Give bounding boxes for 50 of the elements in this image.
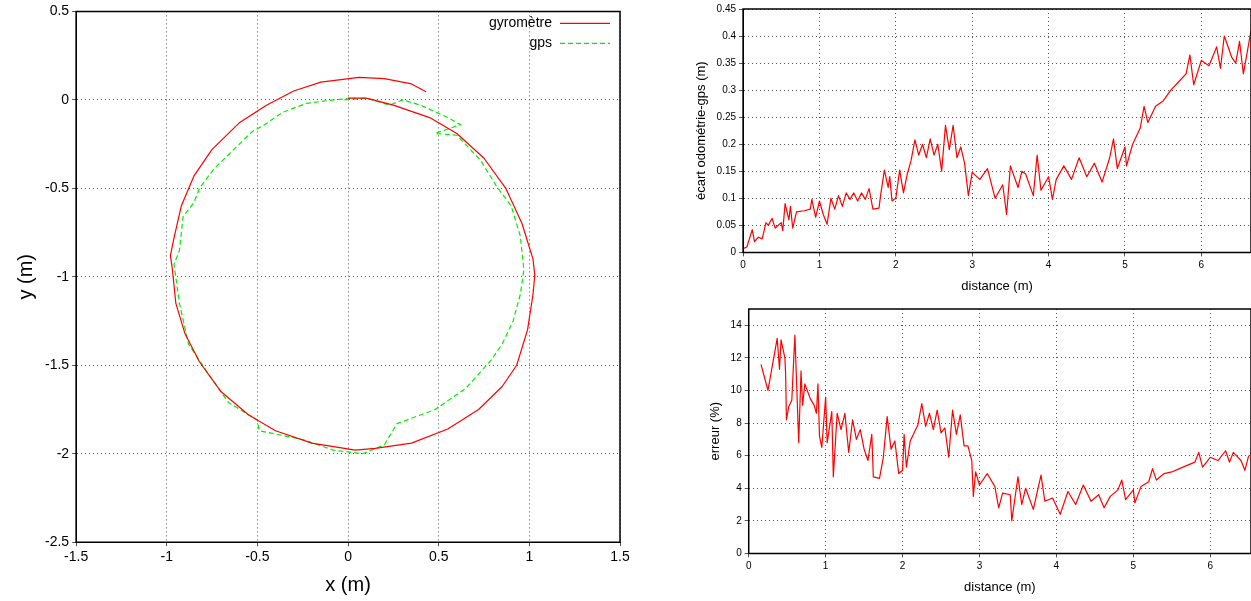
y-tick-label: 2: [736, 514, 743, 526]
y-axis-title: y (m): [13, 254, 36, 300]
x-tick-label: 5: [1122, 259, 1129, 271]
x-tick-label: 1.5: [610, 548, 630, 565]
x-axis-title: distance (m): [964, 578, 1036, 594]
y-tick-label: 8: [736, 416, 743, 428]
y-tick-label: 0.2: [722, 137, 737, 149]
y-tick-label: 0.4: [722, 29, 737, 41]
y-tick-label: 14: [730, 319, 743, 331]
x-tick-label: 0.5: [428, 548, 449, 565]
y-tick-label: 0: [61, 90, 70, 107]
y-axis-title: écart odométrie-gps (m): [693, 61, 709, 201]
y-tick-label: 0.3: [722, 83, 737, 95]
y-tick-label: -0.5: [45, 179, 70, 196]
y-tick-label: 0.45: [716, 2, 737, 14]
y-tick-label: -2: [56, 444, 70, 461]
x-tick-label: -1: [160, 548, 174, 565]
x-tick-label: 1: [525, 548, 534, 565]
x-tick-label: 1: [822, 560, 829, 572]
x-tick-label: 4: [1053, 560, 1060, 572]
y-tick-label: 0.5: [49, 2, 70, 19]
x-axis-title: x (m): [325, 572, 371, 595]
x-tick-label: 2: [899, 560, 906, 572]
y-tick-label: 0.1: [722, 192, 737, 204]
x-tick-label: 0: [745, 560, 752, 572]
x-tick-label: 0: [344, 548, 353, 565]
legend-label: gyromètre: [488, 14, 553, 31]
x-tick-label: 1: [816, 259, 823, 271]
x-tick-label: 4: [1045, 259, 1052, 271]
y-tick-label: 0: [730, 246, 737, 258]
y-tick-label: 0.35: [716, 56, 737, 68]
y-tick-label: 0.05: [716, 219, 737, 231]
x-tick-label: -0.5: [245, 548, 270, 565]
x-tick-label: 2: [893, 259, 900, 271]
y-tick-label: -1.5: [45, 356, 70, 373]
y-axis-title: erreur (%): [707, 401, 723, 461]
y-tick-label: 6: [736, 449, 743, 461]
y-tick-label: 0.25: [716, 110, 737, 122]
x-tick-label: 6: [1198, 259, 1205, 271]
y-tick-label: 12: [730, 351, 743, 363]
y-tick-label: 4: [736, 481, 743, 493]
y-tick-label: 10: [730, 384, 743, 396]
x-tick-label: 3: [976, 560, 983, 572]
x-tick-label: 6: [1207, 560, 1214, 572]
y-tick-label: -2.5: [45, 533, 70, 550]
x-tick-label: 3: [969, 259, 976, 271]
legend-label: gps: [529, 34, 552, 51]
y-tick-label: 0.15: [716, 165, 737, 177]
x-tick-label: 5: [1130, 560, 1137, 572]
x-axis-title: distance (m): [961, 277, 1033, 293]
